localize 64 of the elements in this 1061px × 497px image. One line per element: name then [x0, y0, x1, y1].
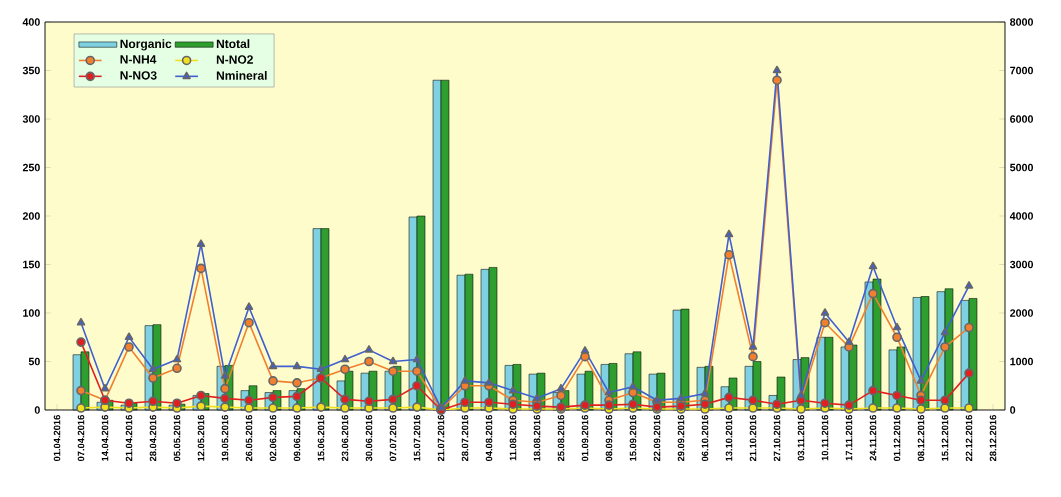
y2-tick-label: 2000: [1010, 309, 1033, 317]
x-tick-label: 07.04.2016: [77, 415, 85, 462]
y-tick-label: 100: [23, 309, 40, 317]
y2-tick-label: 6000: [1010, 115, 1033, 123]
legend-label: Ntotal: [216, 39, 250, 49]
x-tick-label: 26.05.2016: [245, 415, 253, 462]
x-tick-label: 17.11.2016: [845, 415, 853, 461]
x-tick-label: 04.08.2016: [485, 415, 493, 462]
y-tick-label: 50: [28, 357, 40, 366]
x-tick-label: 28.07.2016: [461, 415, 469, 462]
x-tick-label: 22.09.2016: [653, 415, 661, 462]
x-tick-label: 30.06.2016: [365, 415, 373, 462]
x-tick-label: 15.12.2016: [941, 415, 949, 461]
legend-label: N-NH4: [120, 55, 157, 64]
y-tick-label: 150: [23, 260, 40, 269]
y2-tick-label: 0: [1010, 406, 1016, 414]
y-tick-label: 300: [22, 115, 40, 123]
y-tick-label: 250: [22, 163, 40, 172]
x-tick-label: 28.12.2016: [989, 415, 997, 462]
x-tick-label: 06.10.2016: [701, 415, 709, 462]
y2-tick-label: 7000: [1010, 66, 1033, 75]
x-tick-label: 23.06.2016: [341, 415, 349, 462]
legend-label: Nmineral: [216, 70, 267, 80]
x-tick-label: 07.07.2016: [389, 415, 397, 462]
y2-tick-label: 5000: [1010, 163, 1033, 172]
x-tick-label: 08.12.2016: [917, 415, 925, 462]
x-tick-label: 25.08.2016: [557, 415, 565, 462]
legend-label: N-NO2: [216, 55, 253, 64]
y2-tick-label: 1000: [1010, 357, 1033, 366]
x-tick-label: 03.11.2016: [797, 415, 805, 461]
x-tick-label: 14.04.2016: [101, 415, 109, 461]
x-tick-label: 21.04.2016: [125, 415, 133, 462]
y2-tick-label: 4000: [1009, 212, 1033, 220]
y2-tick-label: 3000: [1009, 260, 1033, 269]
y-tick-label: 0: [34, 406, 40, 414]
x-tick-label: 02.06.2016: [269, 415, 277, 462]
x-tick-label: 28.04.2016: [149, 415, 157, 462]
x-tick-label: 05.05.2016: [173, 415, 181, 462]
x-tick-label: 13.10.2016: [725, 415, 733, 461]
x-tick-label: 21.10.2016: [749, 415, 757, 462]
x-tick-label: 01.12.2016: [893, 415, 901, 462]
x-tick-label: 24.11.2016: [869, 415, 877, 461]
y-tick-label: 400: [22, 18, 40, 26]
y-tick-label: 200: [22, 212, 40, 220]
x-tick-label: 01.09.2016: [581, 415, 589, 462]
y-tick-label: 350: [22, 66, 40, 75]
x-tick-label: 12.05.2016: [197, 415, 205, 461]
x-tick-label: 21.07.2016: [437, 415, 445, 462]
x-tick-label: 27.10.2016: [773, 415, 781, 462]
x-tick-label: 08.09.2016: [605, 415, 613, 462]
x-tick-label: 11.08.2016: [509, 415, 517, 461]
x-tick-label: 15.07.2016: [413, 415, 421, 461]
x-tick-label: 15.06.2016: [317, 415, 325, 461]
x-tick-label: 10.11.2016: [821, 415, 829, 461]
legend-label: N-NO3: [120, 71, 157, 80]
x-tick-label: 18.08.2016: [533, 415, 541, 461]
x-tick-label: 22.12.2016: [965, 415, 973, 462]
legend-label: Norganic: [120, 39, 172, 51]
x-tick-label: 29.09.2016: [677, 415, 685, 462]
x-tick-label: 09.06.2016: [293, 415, 301, 462]
x-tick-label: 19.05.2016: [221, 415, 229, 461]
x-tick-label: 01.04.2016: [53, 415, 61, 462]
x-tick-label: 15.09.2016: [629, 415, 637, 461]
y2-tick-label: 8000: [1010, 18, 1033, 26]
